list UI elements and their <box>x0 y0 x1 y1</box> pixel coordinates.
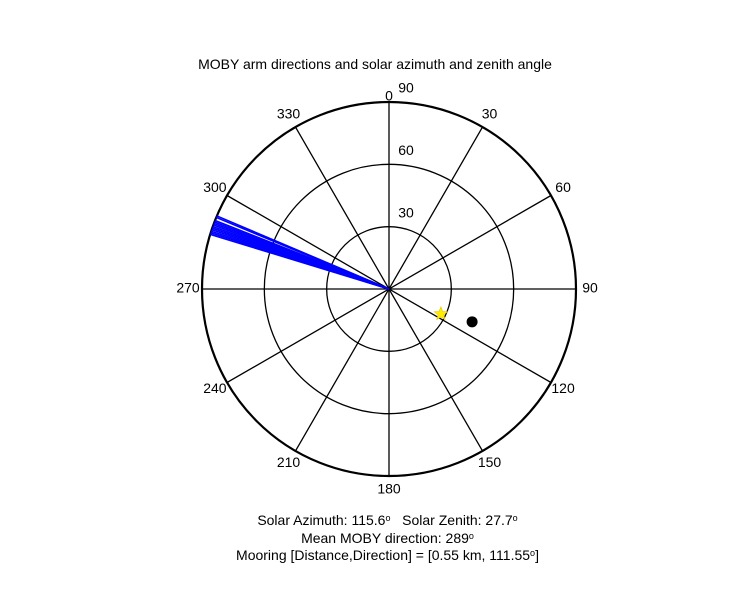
mooring-text: Mooring [Distance,Direction] = [0.55 km,… <box>236 547 531 563</box>
sun-marker <box>433 306 449 321</box>
angle-tick-label: 240 <box>203 380 227 396</box>
radial-ring <box>326 226 452 352</box>
mooring-text-close: ] <box>535 547 539 563</box>
degree-symbol: o <box>468 531 474 541</box>
radial-tick-label: 30 <box>398 204 414 220</box>
moby-arm-line <box>216 215 390 290</box>
angle-tick-label: 150 <box>478 454 502 470</box>
mooring-marker <box>466 316 478 328</box>
angle-tick-label: 90 <box>582 280 598 296</box>
chart-title: MOBY arm directions and solar azimuth an… <box>198 56 552 72</box>
mooring-line: Mooring [Distance,Direction] = [0.55 km,… <box>0 544 750 564</box>
solar-zenith-text: Solar Zenith: 27.7 <box>402 512 513 528</box>
angle-tick-label: 30 <box>482 106 498 122</box>
degree-symbol: o <box>385 513 391 523</box>
angle-tick-label: 300 <box>203 179 227 195</box>
angle-tick-label: 0 <box>385 88 393 104</box>
angle-tick-label: 180 <box>377 481 401 497</box>
mean-direction-line: Mean MOBY direction: 289o <box>0 527 750 547</box>
degree-symbol: o <box>512 513 518 523</box>
degree-symbol: o <box>530 548 536 558</box>
solar-info-line: Solar Azimuth: 115.6o Solar Zenith: 27.7… <box>0 509 750 529</box>
angle-tick-label: 120 <box>551 380 575 396</box>
angle-tick-label: 330 <box>277 106 301 122</box>
solar-azimuth-text: Solar Azimuth: 115.6 <box>257 512 386 528</box>
angle-tick-label: 60 <box>555 179 571 195</box>
radial-tick-label: 60 <box>398 142 414 158</box>
radial-tick-label: 90 <box>398 80 414 96</box>
angle-tick-label: 210 <box>277 454 301 470</box>
radial-ring <box>263 163 515 415</box>
angle-tick-label: 270 <box>176 280 200 296</box>
outer-ring <box>200 100 578 478</box>
mean-moby-direction-text: Mean MOBY direction: 289 <box>301 530 469 546</box>
